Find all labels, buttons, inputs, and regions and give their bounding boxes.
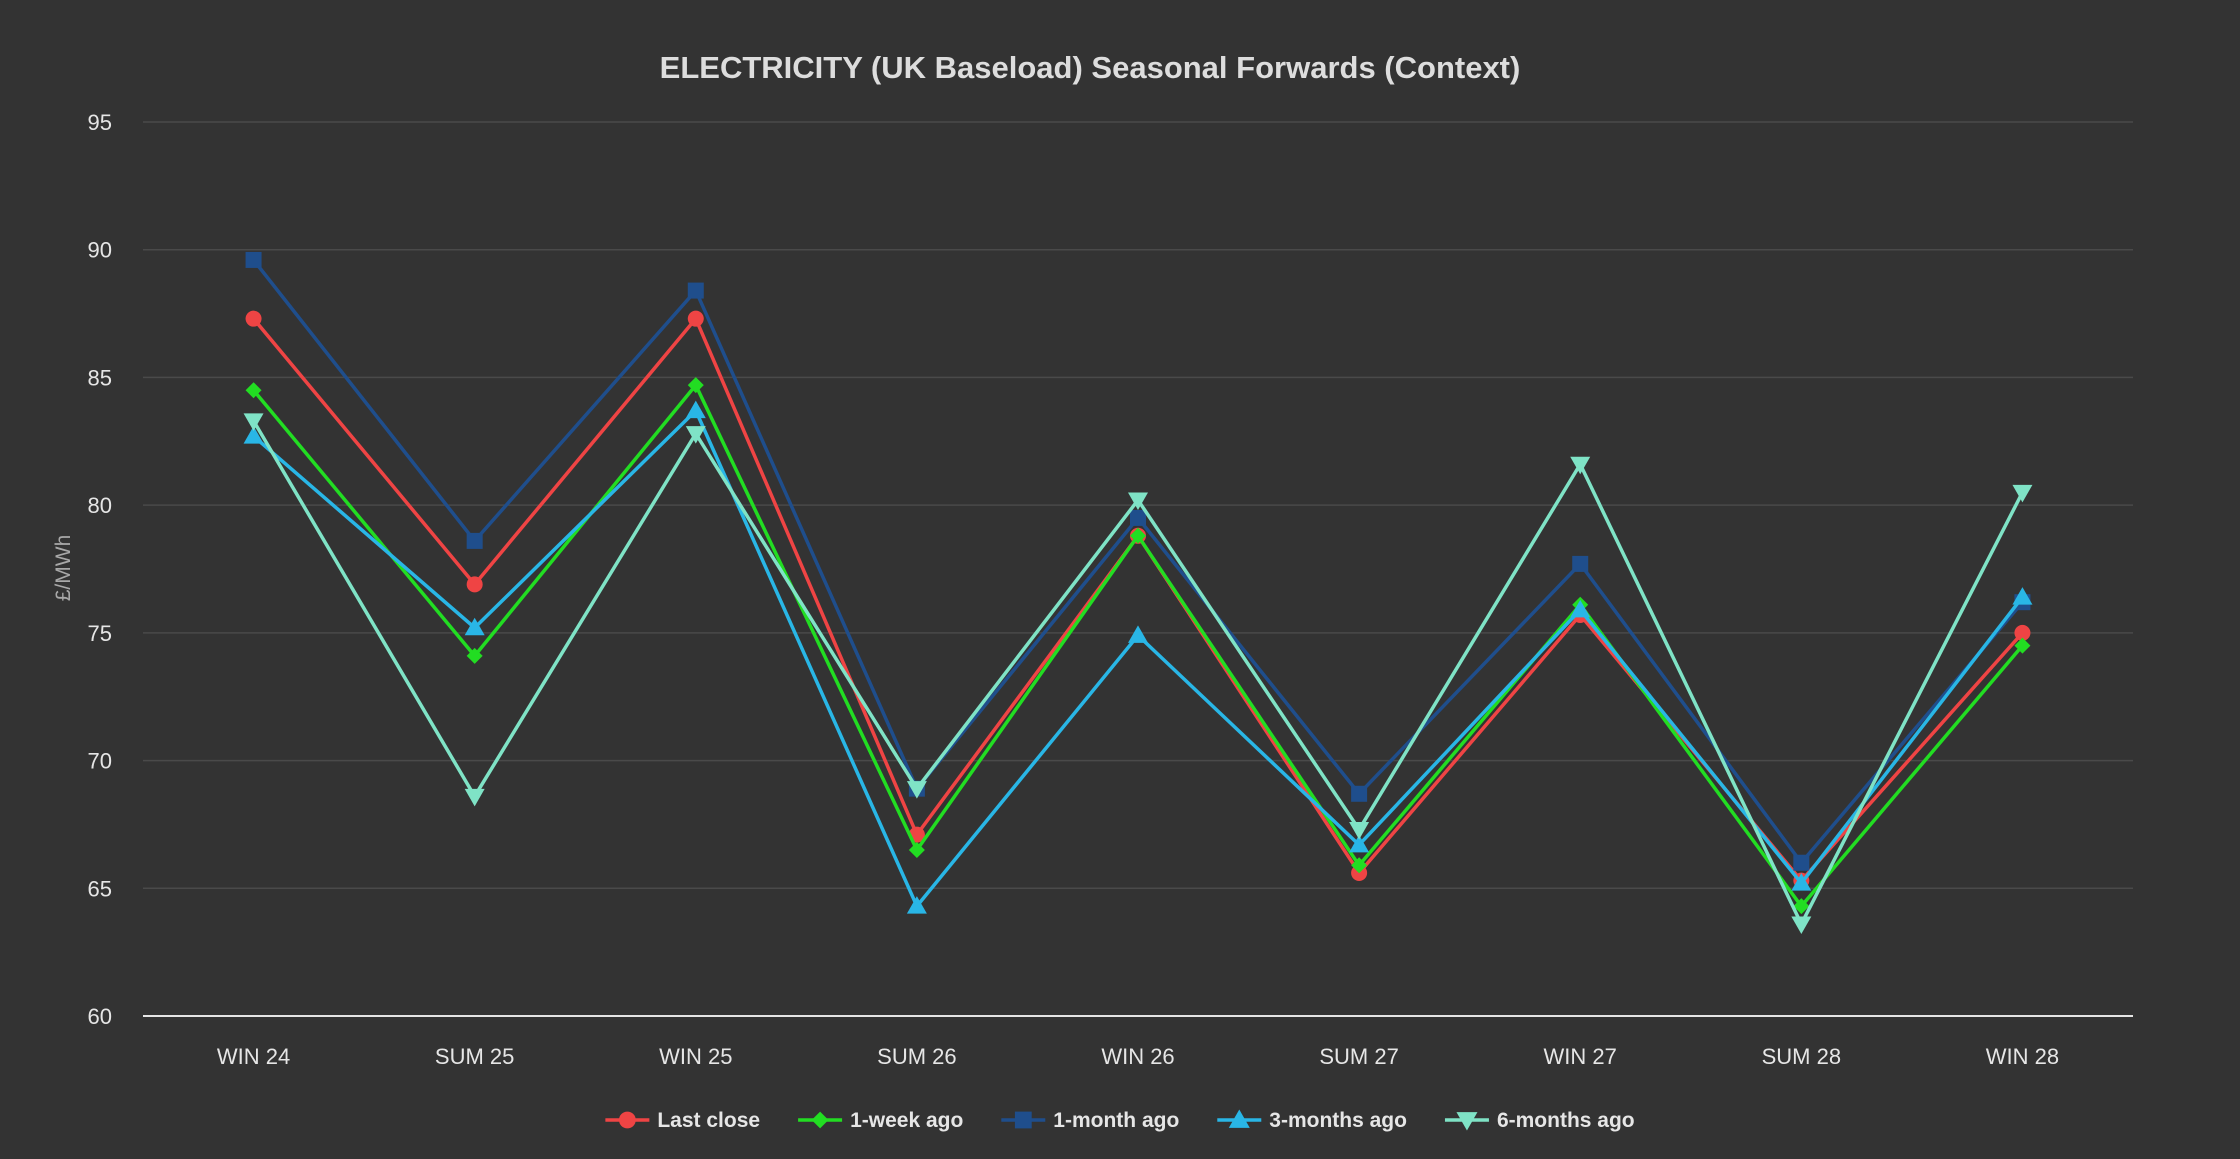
data-point-3-months-ago (1570, 599, 1591, 618)
data-point-1-week-ago (2014, 637, 2031, 654)
data-point-1-week-ago (687, 377, 704, 394)
data-point-1-month-ago (1130, 509, 1146, 526)
x-tick-label: SUM 26 (877, 1044, 956, 1069)
y-tick-label: 60 (88, 1004, 112, 1029)
legend-marker-1-week-ago (811, 1111, 829, 1129)
series-6-months-ago (243, 413, 2033, 935)
legend-label: 1-month ago (1053, 1109, 1179, 1132)
data-point-6-months-ago (1349, 822, 1370, 840)
data-point-last-close (687, 310, 704, 327)
series-line-1-month-ago (252, 258, 2024, 865)
legend-marker-last-close (618, 1111, 636, 1129)
data-point-last-close (466, 576, 483, 593)
x-tick-label: SUM 25 (435, 1044, 514, 1069)
x-tick-labels: WIN 24 SUM 25 WIN 25 SUM 26 WIN 26 SUM 27 WIN … (217, 1044, 2059, 1069)
data-point-1-month-ago (1793, 854, 1810, 871)
legend-item-last-close[interactable]: Last close (605, 1109, 760, 1132)
data-point-6-months-ago (2012, 484, 2033, 503)
data-point-6-months-ago (1791, 916, 1812, 935)
data-point-6-months-ago (1128, 492, 1148, 511)
legend-label: 1-week ago (850, 1109, 963, 1132)
y-tick-label: 90 (88, 238, 112, 263)
data-point-1-week-ago (908, 841, 925, 858)
data-point-1-month-ago (1572, 555, 1589, 572)
legend-marker-6-months-ago (1456, 1112, 1478, 1131)
data-point-6-months-ago (1570, 456, 1591, 475)
data-point-1-week-ago (245, 382, 262, 399)
data-point-6-months-ago (464, 788, 485, 807)
data-point-1-week-ago (466, 647, 483, 664)
grid-layer (143, 121, 2133, 1017)
x-tick-label: SUM 28 (1762, 1044, 1841, 1069)
data-point-last-close (2014, 624, 2031, 641)
data-point-3-months-ago (243, 426, 264, 444)
legend-label: 3-months ago (1269, 1109, 1407, 1132)
y-axis-label: £/MWh (52, 535, 75, 602)
data-point-3-months-ago (906, 896, 927, 914)
legend: Last close 1-week ago 1-month ago 3-months … (605, 1109, 1635, 1132)
data-point-3-months-ago (685, 400, 706, 419)
legend-marker-1-month-ago (1014, 1111, 1032, 1129)
series-layer (243, 251, 2033, 935)
data-point-3-months-ago (1128, 625, 1148, 643)
data-point-1-month-ago (687, 282, 704, 299)
legend-item-3-months-ago[interactable]: 3-months ago (1217, 1109, 1407, 1132)
y-tick-label: 95 (88, 110, 112, 135)
data-point-3-months-ago (2012, 587, 2033, 605)
series-1-month-ago (245, 251, 2031, 871)
data-point-3-months-ago (464, 617, 485, 636)
x-tick-label: WIN 24 (217, 1044, 290, 1069)
data-point-1-month-ago (466, 532, 483, 549)
x-tick-label: SUM 27 (1319, 1044, 1398, 1069)
y-tick-label: 80 (88, 493, 112, 518)
data-point-1-month-ago (1351, 785, 1368, 802)
data-point-3-months-ago (1791, 873, 1812, 891)
data-point-6-months-ago (685, 426, 706, 444)
x-tick-label: WIN 27 (1544, 1044, 1617, 1069)
data-point-3-months-ago (1349, 834, 1370, 853)
legend-marker-3-months-ago (1228, 1109, 1250, 1128)
x-tick-label: WIN 26 (1101, 1044, 1174, 1069)
chart-title: ELECTRICITY (UK Baseload) Seasonal Forwa… (660, 50, 1521, 85)
series-3-months-ago (243, 400, 2033, 914)
series-last-close (245, 310, 2031, 889)
legend-label: 6-months ago (1497, 1109, 1635, 1132)
legend-item-6-months-ago[interactable]: 6-months ago (1444, 1109, 1635, 1132)
data-point-6-months-ago (906, 781, 927, 799)
data-point-1-week-ago (1793, 898, 1810, 915)
data-point-1-week-ago (1130, 527, 1146, 544)
data-point-last-close (245, 310, 262, 327)
y-tick-label: 85 (88, 365, 112, 390)
legend-item-1-month-ago[interactable]: 1-month ago (1001, 1109, 1179, 1132)
legend-item-1-week-ago[interactable]: 1-week ago (798, 1109, 963, 1132)
y-tick-label: 75 (88, 621, 112, 646)
x-tick-label: WIN 28 (1986, 1044, 2059, 1069)
x-tick-label: WIN 25 (659, 1044, 732, 1069)
legend-label: Last close (657, 1109, 760, 1132)
y-tick-label: 65 (88, 876, 112, 901)
y-tick-label: 70 (88, 749, 112, 774)
data-point-1-week-ago (1351, 857, 1368, 874)
y-tick-labels: 60 65 70 75 80 85 90 95 (88, 110, 112, 1029)
data-point-6-months-ago (243, 413, 264, 431)
data-point-1-month-ago (245, 251, 262, 268)
